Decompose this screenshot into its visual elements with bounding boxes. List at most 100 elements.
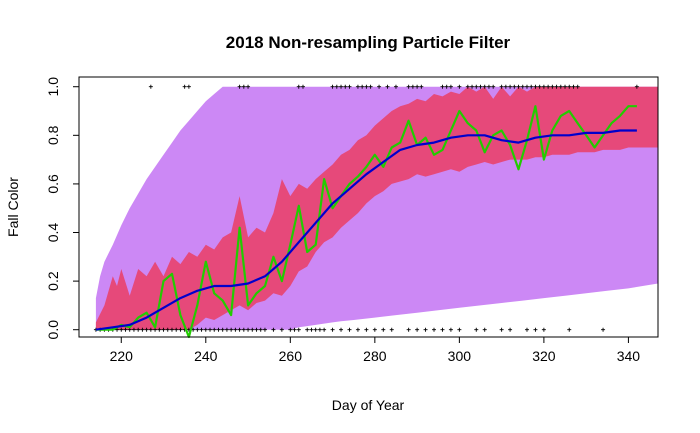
observation-point — [262, 327, 267, 332]
observation-point — [575, 84, 580, 89]
observation-point — [533, 327, 538, 332]
observation-point — [157, 327, 162, 332]
observation-point — [474, 327, 479, 332]
observation-point — [499, 327, 504, 332]
observation-point — [237, 327, 242, 332]
observation-point — [482, 327, 487, 332]
y-tick-label: 0.2 — [45, 271, 61, 291]
observation-point — [322, 327, 327, 332]
observation-point — [415, 327, 420, 332]
observation-point — [524, 327, 529, 332]
observation-point — [440, 84, 445, 89]
observation-point — [432, 327, 437, 332]
observation-point — [571, 84, 576, 89]
observation-point — [216, 327, 221, 332]
observation-point — [199, 327, 204, 332]
observation-point — [372, 327, 377, 332]
observation-point — [140, 327, 145, 332]
observation-point — [474, 84, 479, 89]
observation-point — [364, 327, 369, 332]
observation-point — [165, 327, 170, 332]
x-tick-label: 320 — [532, 348, 556, 364]
observation-point — [512, 84, 517, 89]
observation-point — [123, 327, 128, 332]
observation-point — [334, 84, 339, 89]
x-tick-label: 280 — [363, 348, 387, 364]
observation-point — [347, 327, 352, 332]
observation-point — [246, 84, 251, 89]
x-axis: 220 240 260 280 300 320 340 — [110, 336, 641, 364]
y-axis: 0.0 0.2 0.4 0.6 0.8 1.0 — [45, 77, 80, 340]
observation-point — [364, 84, 369, 89]
observation-point — [406, 327, 411, 332]
observation-points — [93, 84, 639, 332]
observation-point — [457, 327, 462, 332]
observation-point — [385, 84, 390, 89]
observation-point — [292, 327, 297, 332]
observation-point — [237, 84, 242, 89]
plot-area — [93, 84, 658, 339]
observation-point — [233, 327, 238, 332]
observation-point — [148, 327, 153, 332]
observation-point — [423, 327, 428, 332]
observation-point — [254, 327, 259, 332]
observed-series-line — [95, 105, 637, 339]
observation-point — [296, 84, 301, 89]
observation-point — [419, 84, 424, 89]
y-tick-label: 0.6 — [45, 174, 61, 194]
observation-point — [389, 327, 394, 332]
observation-point — [317, 327, 322, 332]
y-tick-label: 0.0 — [45, 320, 61, 340]
observation-point — [541, 327, 546, 332]
observation-point — [119, 327, 124, 332]
observation-point — [508, 327, 513, 332]
observation-point — [550, 84, 555, 89]
observation-point — [241, 327, 246, 332]
observation-point — [508, 84, 513, 89]
observation-point — [541, 84, 546, 89]
observation-point — [381, 327, 386, 332]
x-axis-label: Day of Year — [332, 397, 405, 413]
observation-point — [465, 84, 470, 89]
observation-point — [279, 327, 284, 332]
observation-point — [406, 84, 411, 89]
observation-point — [246, 327, 251, 332]
observation-point — [448, 84, 453, 89]
observation-point — [178, 327, 183, 332]
x-tick-label: 260 — [279, 348, 303, 364]
observation-point — [296, 327, 301, 332]
observation-point — [148, 84, 153, 89]
observation-point — [360, 84, 365, 89]
y-tick-label: 0.4 — [45, 223, 61, 243]
observation-point — [186, 84, 191, 89]
observation-point — [444, 84, 449, 89]
observation-point — [203, 327, 208, 332]
observation-point — [529, 84, 534, 89]
observation-point — [478, 84, 483, 89]
x-tick-label: 240 — [194, 348, 218, 364]
observation-point — [448, 327, 453, 332]
observation-point — [330, 84, 335, 89]
observation-point — [567, 84, 572, 89]
observation-point — [486, 84, 491, 89]
observation-point — [601, 327, 606, 332]
observation-point — [169, 327, 174, 332]
observation-point — [131, 327, 136, 332]
observation-point — [457, 84, 462, 89]
observation-point — [220, 327, 225, 332]
x-tick-label: 340 — [617, 348, 641, 364]
observation-point — [144, 327, 149, 332]
observation-point — [355, 327, 360, 332]
observation-point — [355, 84, 360, 89]
observation-point — [499, 84, 504, 89]
observation-point — [229, 327, 234, 332]
observation-point — [503, 84, 508, 89]
observation-point — [182, 84, 187, 89]
observation-point — [491, 84, 496, 89]
observation-point — [250, 327, 255, 332]
observation-point — [470, 84, 475, 89]
observation-point — [136, 327, 141, 332]
x-tick-label: 300 — [448, 348, 472, 364]
observation-point — [377, 84, 382, 89]
